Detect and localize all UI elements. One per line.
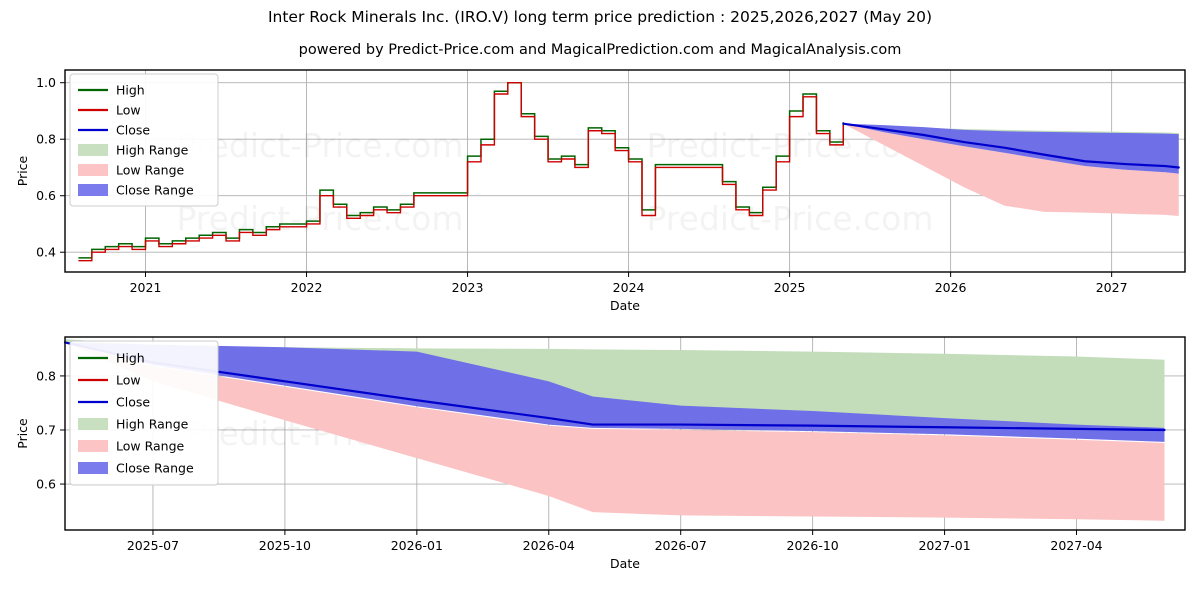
legend-label: Low Range <box>116 163 185 178</box>
plot-frame <box>64 336 1186 531</box>
legend-patch-swatch <box>78 418 108 430</box>
chart-legend: High Low Close High Range Low Range Close Ran… <box>69 73 219 207</box>
watermark-layer: Predict-Price.comPredict-Price.comPredic… <box>176 126 933 238</box>
legend-label: Low <box>116 103 141 118</box>
axes: 0.4 0.6 0.8 1.0 2021 2022 2023 2024 2025 2026 2027… <box>15 69 1186 313</box>
legend-label: High Range <box>116 417 189 432</box>
legend-patch-swatch <box>78 184 108 196</box>
close-forecast-line <box>63 341 1166 432</box>
legend-label: High <box>116 351 145 366</box>
y-tick-label: 0.6 <box>36 477 56 492</box>
legend-item-low[interactable]: Low <box>78 103 141 118</box>
series-lines <box>63 341 1166 432</box>
legend-item-low[interactable]: Low <box>78 373 141 388</box>
x-tick-label: 2022 <box>291 280 323 295</box>
legend-label: High <box>116 83 145 98</box>
low-range-band <box>843 123 1179 217</box>
legend-patch-swatch <box>78 462 108 474</box>
x-tick-label: 2027-01 <box>918 538 970 553</box>
legend-item-low-range[interactable]: Low Range <box>78 439 185 454</box>
x-tick-label: 2026-10 <box>787 538 839 553</box>
legend-patch-swatch <box>78 164 108 176</box>
legend-item-close-range[interactable]: Close Range <box>78 461 194 476</box>
legend-item-low-range[interactable]: Low Range <box>78 163 185 178</box>
y-tick-label: 0.8 <box>36 368 56 383</box>
legend-label: Low <box>116 373 141 388</box>
x-tick-label: 2025-10 <box>259 538 311 553</box>
legend-item-high-range[interactable]: High Range <box>78 143 189 158</box>
legend-item-close[interactable]: Close <box>78 123 150 138</box>
legend-label: Low Range <box>116 439 185 454</box>
y-tick-label: 0.4 <box>36 245 56 260</box>
forecast-detail-chart-svg: Predict-Price.comPredict-Price.com0.60.7… <box>15 336 1186 571</box>
legend-label: High Range <box>116 143 189 158</box>
legend-patch-swatch <box>78 440 108 452</box>
long-term-chart-svg: Predict-Price.comPredict-Price.comPredic… <box>15 69 1186 313</box>
x-tick-label: 2021 <box>130 280 162 295</box>
range-bands <box>65 339 1165 521</box>
x-axis-label: Date <box>610 298 640 313</box>
legend-item-high[interactable]: High <box>78 83 145 98</box>
legend-patch-swatch <box>78 144 108 156</box>
legend-label: Close Range <box>116 461 194 476</box>
x-tick-label: 2026-01 <box>391 538 443 553</box>
x-tick-label: 2024 <box>613 280 645 295</box>
x-tick-label: 2026-04 <box>523 538 575 553</box>
y-axis-label: Price <box>15 418 30 449</box>
page-title: Inter Rock Minerals Inc. (IRO.V) long te… <box>267 8 933 26</box>
legend-label: Close <box>116 123 150 138</box>
y-tick-label: 0.8 <box>36 132 56 147</box>
long-term-prediction-chart: Predict-Price.comPredict-Price.comPredic… <box>0 62 1200 317</box>
x-tick-label: 2025-07 <box>127 538 179 553</box>
x-tick-label: 2025 <box>774 280 806 295</box>
grid-lines <box>65 70 1185 272</box>
legend-item-close-range[interactable]: Close Range <box>78 183 194 198</box>
y-tick-label: 0.7 <box>36 422 56 437</box>
x-tick-label: 2026 <box>935 280 967 295</box>
watermark-text: Predict-Price.com <box>646 199 933 238</box>
close-forecast-line <box>842 122 1180 169</box>
x-tick-label: 2023 <box>452 280 484 295</box>
legend-label: Close Range <box>116 183 194 198</box>
close-range-band <box>65 342 1165 442</box>
legend-item-high-range[interactable]: High Range <box>78 417 189 432</box>
chart-legend: High Low Close High Range Low Range Close Ran… <box>69 340 219 486</box>
plot-frame <box>64 69 1186 273</box>
x-tick-label: 2026-07 <box>655 538 707 553</box>
series-lines <box>78 81 1180 262</box>
history-low-line <box>78 82 844 262</box>
legend-item-high[interactable]: High <box>78 351 145 366</box>
x-tick-label: 2027-04 <box>1050 538 1102 553</box>
y-axis-label: Price <box>15 155 30 186</box>
watermark-text: Predict-Price.com <box>176 126 463 165</box>
low-range-band <box>65 342 1165 521</box>
x-tick-label: 2027 <box>1096 280 1128 295</box>
page-subtitle: powered by Predict-Price.com and Magical… <box>298 42 902 58</box>
legend-label: Close <box>116 395 150 410</box>
x-axis-label: Date <box>610 556 640 571</box>
y-tick-label: 0.6 <box>36 188 56 203</box>
legend-item-close[interactable]: Close <box>78 395 150 410</box>
axes: 0.6 0.7 0.8 2025-07 2025-10 2026-01 2026-04 202… <box>15 336 1186 571</box>
forecast-detail-chart: Predict-Price.comPredict-Price.com0.60.7… <box>0 325 1200 600</box>
y-tick-label: 1.0 <box>36 75 56 90</box>
